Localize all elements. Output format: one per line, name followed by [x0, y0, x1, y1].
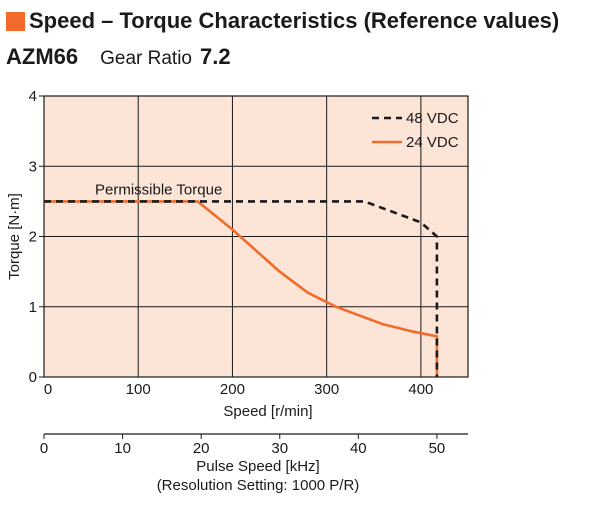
permissible-torque-annotation: Permissible Torque [95, 181, 222, 198]
pulse-tick-label: 20 [193, 440, 210, 457]
legend: 48 VDC 24 VDC [372, 110, 459, 151]
y-tick-label: 3 [29, 158, 37, 175]
y-axis-ticks: 0 1 2 3 4 [29, 88, 44, 386]
x-tick-label: 400 [408, 381, 433, 398]
x-axis-ticks: 0 100 200 300 400 [44, 381, 434, 398]
y-axis-label: Torque [N·m] [6, 193, 23, 280]
series-line-24vdc [44, 200, 439, 377]
chart-title: Speed – Torque Characteristics (Referenc… [29, 8, 560, 33]
resolution-setting-note: (Resolution Setting: 1000 P/R) [157, 477, 360, 494]
title-marker-square [6, 11, 25, 31]
pulse-tick-label: 0 [40, 440, 48, 457]
y-tick-label: 0 [29, 369, 37, 386]
chart-subtitle: AZM66 Gear Ratio 7.2 [6, 44, 231, 74]
y-tick-label: 1 [29, 299, 37, 316]
gear-ratio-label: Gear Ratio [100, 48, 192, 69]
model-name: AZM66 [6, 44, 79, 69]
gear-ratio-value: 7.2 [200, 44, 231, 69]
pulse-speed-axis-label: Pulse Speed [kHz] [196, 458, 319, 475]
pulse-tick-label: 30 [271, 440, 288, 457]
series-line-48vdc [44, 200, 439, 377]
x-axis-label: Speed [r/min] [223, 403, 312, 420]
series-lines [44, 200, 439, 377]
x-tick-label: 300 [314, 381, 339, 398]
pulse-tick-label: 40 [350, 440, 367, 457]
chart-header: Speed – Torque Characteristics (Referenc… [6, 4, 559, 38]
x-tick-label: 200 [220, 381, 245, 398]
pulse-tick-label: 10 [114, 440, 131, 457]
y-tick-label: 4 [29, 88, 37, 105]
y-tick-label: 2 [29, 229, 37, 246]
x-tick-label: 0 [44, 381, 52, 398]
x-tick-label: 100 [126, 381, 151, 398]
legend-label: 24 VDC [406, 134, 459, 151]
legend-label: 48 VDC [406, 110, 459, 127]
pulse-speed-axis: 0 10 20 30 40 50 [40, 433, 468, 457]
pulse-tick-label: 50 [429, 440, 446, 457]
